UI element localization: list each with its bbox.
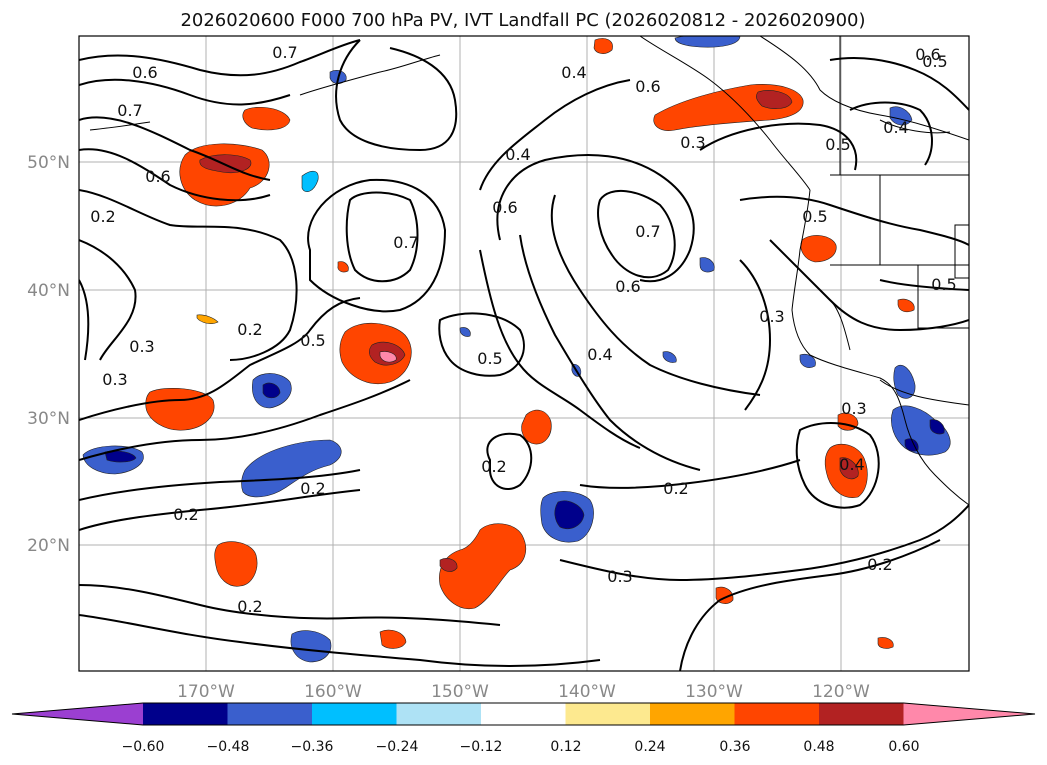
colorbar-tick-label: −0.48 [207,739,250,755]
contour-label: 0.2 [237,597,262,616]
colorbar-segment [734,703,820,725]
contour-label: 0.2 [90,207,115,226]
colorbar-tick-label: −0.12 [460,739,503,755]
lon-tick-label: 160°W [304,682,362,702]
colorbar-segment [565,703,651,725]
map-frame [78,35,970,672]
contour-label: 0.2 [300,479,325,498]
map-area: 0.7 0.6 0.7 0.6 0.2 0.2 0.3 0.3 0.5 0.5 … [79,36,969,671]
colorbar-tick-label: 0.12 [550,739,581,755]
colorbar-segment [481,703,566,725]
contour-label: 0.6 [145,167,170,186]
positive-ivt-shading [145,38,915,649]
contour-label: 0.5 [931,275,956,294]
colorbar-tick-label: −0.60 [122,739,165,755]
lat-tick-label: 20°N [27,536,70,556]
contour-label: 0.3 [759,307,784,326]
negative-ivt-shading [82,36,951,663]
contour-label: 0.6 [615,277,640,296]
contour-label: 0.3 [129,337,154,356]
contour-label: 0.4 [839,455,864,474]
contour-label: 0.6 [635,77,660,96]
lon-tick-label: 140°W [558,682,616,702]
colorbar-tick-labels: −0.60 −0.48 −0.36 −0.24 −0.12 0.12 0.24 … [122,739,920,755]
contour-label: 0.4 [883,118,908,137]
contour-label: 0.6 [915,45,940,64]
colorbar-tick-label: 0.48 [803,739,834,755]
contour-label: 0.2 [867,555,892,574]
contour-label: 0.5 [825,135,850,154]
colorbar-tick-label: 0.36 [719,739,750,755]
colorbar-tick-label: 0.24 [634,739,665,755]
contour-label: 0.7 [272,43,297,62]
contour-label: 0.3 [607,567,632,586]
contour-label: 0.5 [300,331,325,350]
contour-label: 0.6 [492,198,517,217]
colorbar [11,702,1036,726]
lon-tick-label: 120°W [812,682,870,702]
contour-label: 0.2 [237,320,262,339]
contour-label: 0.7 [117,101,142,120]
colorbar-segment [396,703,482,725]
colorbar-segment [312,703,397,725]
contour-label: 0.5 [802,207,827,226]
contour-label: 0.5 [922,52,947,71]
contour-label: 0.7 [393,233,418,252]
lat-tick-label: 50°N [27,153,70,173]
colorbar-extend-high [903,703,1035,725]
longitude-labels: 170°W 160°W 150°W 140°W 130°W 120°W [177,682,870,702]
contour-labels: 0.7 0.6 0.7 0.6 0.2 0.2 0.3 0.3 0.5 0.5 … [90,43,956,616]
contour-label: 0.2 [173,505,198,524]
colorbar-segment [227,703,313,725]
contour-label: 0.7 [635,222,660,241]
coastlines [89,36,969,506]
lon-tick-label: 170°W [177,682,235,702]
colorbar-outline [11,702,1036,726]
figure-title: 2026020600 F000 700 hPa PV, IVT Landfall… [180,10,865,31]
contour-label: 0.2 [663,479,688,498]
contour-label: 0.4 [587,345,612,364]
lat-tick-label: 30°N [27,409,70,429]
contour-label: 0.3 [680,133,705,152]
colorbar-extend-low [12,703,143,725]
contour-label: 0.6 [132,63,157,82]
lon-tick-label: 150°W [431,682,489,702]
latitude-labels: 50°N 40°N 30°N 20°N [27,153,70,556]
pv-contours [79,39,969,671]
colorbar-segment [650,703,735,725]
colorbar-tick-label: 0.60 [888,739,919,755]
contour-label: 0.2 [481,457,506,476]
contour-label: 0.4 [505,145,530,164]
lon-tick-label: 130°W [685,682,743,702]
colorbar-tick-label: −0.36 [291,739,334,755]
contour-label: 0.4 [561,63,586,82]
colorbar-segment [143,703,228,725]
colorbar-tick-label: −0.24 [376,739,419,755]
contour-label: 0.3 [102,370,127,389]
contour-label: 0.3 [841,399,866,418]
lat-tick-label: 40°N [27,281,70,301]
colorbar-segment [819,703,904,725]
contour-label: 0.5 [477,349,502,368]
